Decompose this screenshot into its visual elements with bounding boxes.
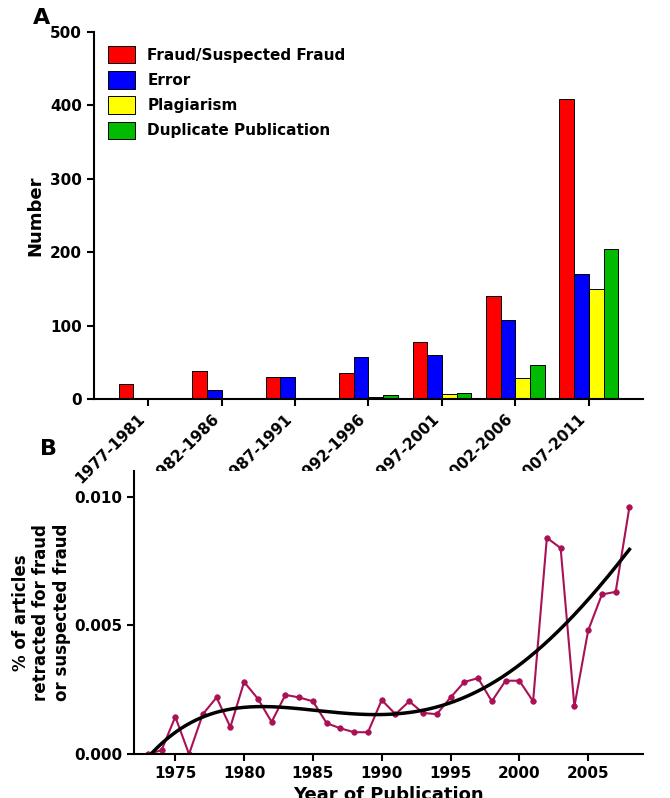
Bar	[486, 296, 500, 399]
Bar	[413, 342, 427, 399]
Bar	[500, 321, 515, 399]
Bar	[427, 355, 442, 399]
Text: A: A	[34, 8, 51, 28]
Bar	[383, 395, 398, 399]
Bar	[354, 358, 368, 399]
Bar	[574, 275, 589, 399]
Bar	[339, 373, 354, 399]
Bar	[442, 394, 457, 399]
X-axis label: Year of Retraction: Year of Retraction	[277, 492, 460, 510]
X-axis label: Year of Publication: Year of Publication	[293, 787, 484, 798]
Bar	[559, 100, 574, 399]
Bar	[192, 371, 207, 399]
Bar	[589, 289, 604, 399]
Bar	[369, 397, 383, 399]
Bar	[266, 377, 280, 399]
Bar	[457, 393, 471, 399]
Text: B: B	[40, 440, 57, 460]
Bar	[604, 249, 618, 399]
Y-axis label: % of articles
retracted for fraud
or suspected fraud: % of articles retracted for fraud or sus…	[11, 523, 71, 701]
Bar	[119, 385, 133, 399]
Bar	[133, 397, 148, 399]
Bar	[207, 390, 222, 399]
Bar	[280, 377, 295, 399]
Legend: Fraud/Suspected Fraud, Error, Plagiarism, Duplicate Publication: Fraud/Suspected Fraud, Error, Plagiarism…	[101, 40, 352, 145]
Bar	[515, 378, 530, 399]
Y-axis label: Number: Number	[26, 176, 44, 255]
Bar	[530, 365, 545, 399]
